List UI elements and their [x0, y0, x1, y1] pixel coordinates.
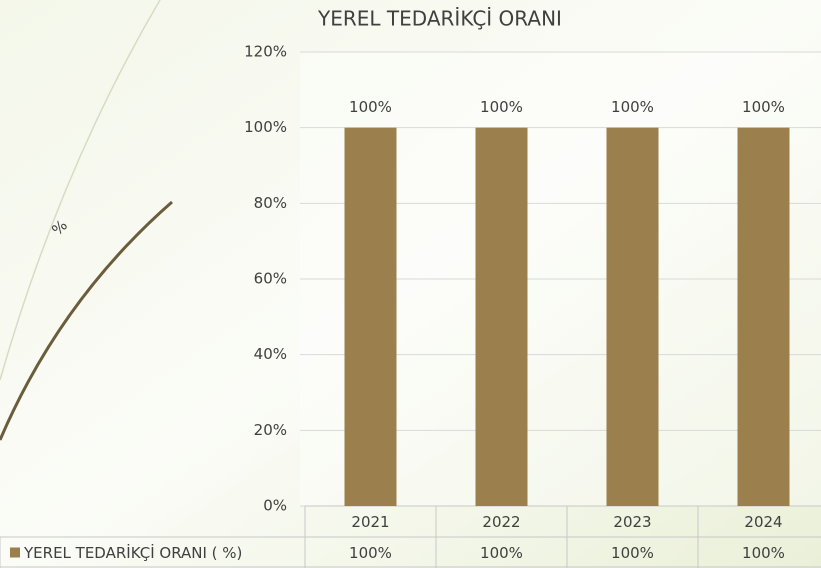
x-tick-label: 2022: [482, 513, 520, 531]
y-tick-label: 100%: [244, 118, 287, 136]
y-tick-label: 120%: [244, 43, 287, 61]
table-value: 100%: [349, 544, 392, 562]
data-label: 100%: [480, 98, 523, 116]
y-tick-label: 40%: [254, 345, 287, 363]
table-value: 100%: [480, 544, 523, 562]
data-label: 100%: [742, 98, 785, 116]
table-value: 100%: [742, 544, 785, 562]
legend-label: YEREL TEDARİKÇİ ORANI ( %): [23, 543, 242, 562]
y-tick-label: 0%: [263, 497, 287, 515]
bar: [344, 127, 397, 507]
x-tick-label: 2024: [744, 513, 782, 531]
data-label: 100%: [349, 98, 392, 116]
bar: [737, 127, 790, 507]
y-tick-label: 60%: [254, 270, 287, 288]
chart-title: YEREL TEDARİKÇİ ORANI: [317, 7, 562, 31]
x-tick-label: 2021: [351, 513, 389, 531]
y-tick-label: 20%: [254, 421, 287, 439]
data-label: 100%: [611, 98, 654, 116]
decor-curve: [0, 0, 161, 381]
table-value: 100%: [611, 544, 654, 562]
bar: [606, 127, 659, 507]
legend-swatch: [10, 547, 20, 558]
bar: [475, 127, 528, 507]
decor-curve: [0, 200, 173, 441]
y-tick-label: 80%: [254, 194, 287, 212]
x-tick-label: 2023: [613, 513, 651, 531]
